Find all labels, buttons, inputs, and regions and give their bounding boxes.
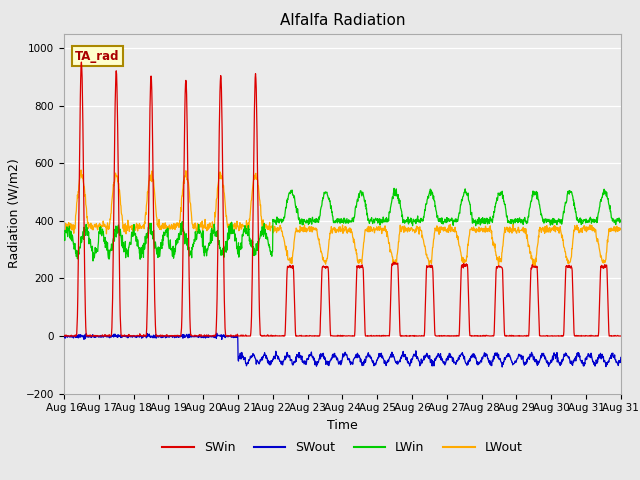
Title: Alfalfa Radiation: Alfalfa Radiation: [280, 13, 405, 28]
LWout: [148, 171, 156, 177]
SWin: [61, 333, 68, 339]
SWin: [617, 333, 625, 339]
SWout: [499, 364, 506, 370]
Line: SWin: SWin: [64, 62, 621, 336]
Line: SWout: SWout: [64, 333, 621, 367]
LWout: [77, 167, 85, 173]
SWout: [611, 355, 618, 360]
LWout: [556, 228, 564, 233]
LWin: [328, 209, 336, 215]
LWout: [474, 228, 482, 234]
X-axis label: Time: Time: [327, 419, 358, 432]
SWin: [77, 59, 85, 65]
LWin: [474, 218, 482, 224]
LWin: [617, 217, 625, 223]
SWout: [474, 362, 482, 368]
Line: LWin: LWin: [64, 188, 621, 261]
LWout: [531, 263, 539, 269]
LWout: [60, 222, 68, 228]
SWin: [148, 87, 156, 93]
LWin: [148, 232, 156, 238]
SWin: [611, 333, 618, 339]
LWout: [328, 230, 336, 236]
SWout: [317, 353, 325, 359]
LWin: [317, 204, 325, 209]
SWout: [328, 355, 336, 361]
LWin: [611, 220, 618, 226]
SWout: [617, 355, 625, 360]
LWout: [317, 250, 325, 256]
SWin: [556, 333, 564, 339]
Y-axis label: Radiation (W/m2): Radiation (W/m2): [7, 159, 20, 268]
LWout: [617, 226, 625, 231]
Text: TA_rad: TA_rad: [75, 50, 120, 63]
Legend: SWin, SWout, LWin, LWout: SWin, SWout, LWin, LWout: [157, 436, 527, 459]
SWout: [213, 330, 221, 336]
LWout: [611, 228, 618, 234]
SWin: [328, 333, 336, 339]
SWin: [318, 268, 326, 274]
LWin: [89, 258, 97, 264]
SWin: [474, 333, 482, 339]
SWout: [147, 334, 155, 339]
SWout: [556, 360, 564, 366]
LWin: [556, 217, 564, 223]
SWout: [60, 334, 68, 339]
SWin: [60, 333, 68, 338]
LWin: [60, 238, 68, 243]
Line: LWout: LWout: [64, 170, 621, 266]
LWin: [390, 185, 398, 191]
